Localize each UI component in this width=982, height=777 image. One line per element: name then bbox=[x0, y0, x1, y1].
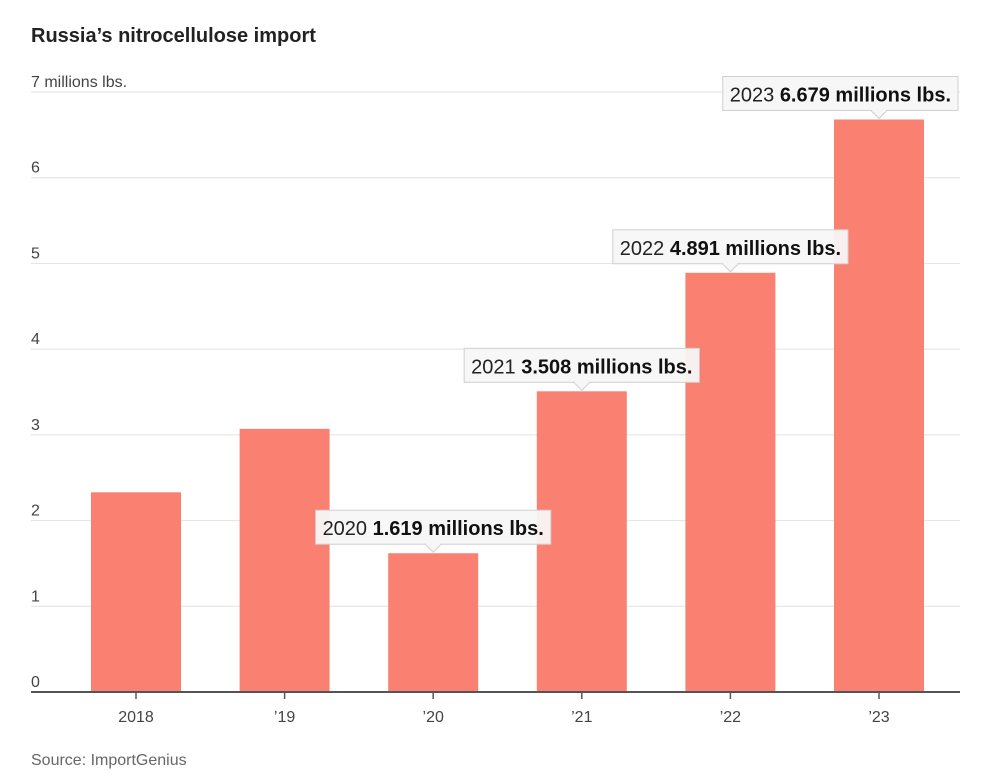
x-axis bbox=[31, 691, 960, 699]
x-axis-ticks: 2018 ’19 ’20 ’21 ’22 ’23 bbox=[118, 709, 890, 726]
callout-box bbox=[315, 509, 552, 545]
bar-2019 bbox=[239, 428, 330, 692]
callout-2020: 2020 1.619 millions lbs. bbox=[315, 509, 552, 553]
callout-value: 3.508 millions lbs. bbox=[521, 356, 692, 378]
bar-2023 bbox=[834, 119, 924, 692]
callout-text: 2021 3.508 millions lbs. bbox=[471, 356, 692, 378]
bars bbox=[91, 119, 924, 692]
callout-value: 1.619 millions lbs. bbox=[373, 518, 544, 540]
callout-2022: 2022 4.891 millions lbs. bbox=[612, 229, 849, 273]
y-axis-ticks: 0 1 2 3 4 5 6 7 millions lbs. bbox=[31, 74, 127, 691]
gridlines bbox=[31, 91, 960, 607]
callout-pointer bbox=[721, 263, 740, 273]
callout-2021: 2021 3.508 millions lbs. bbox=[463, 347, 700, 392]
x-tick-label: 2018 bbox=[118, 709, 154, 726]
y-tick-label: 0 bbox=[31, 674, 40, 691]
y-tick-label: 7 millions lbs. bbox=[31, 74, 127, 91]
y-tick-label: 3 bbox=[31, 417, 40, 434]
callout-year: 2023 bbox=[730, 85, 780, 107]
chart-title: Russia’s nitrocellulose import bbox=[31, 25, 316, 47]
y-tick-label: 2 bbox=[31, 503, 40, 520]
callout-text: 2023 6.679 millions lbs. bbox=[730, 85, 951, 107]
callout-value: 6.679 millions lbs. bbox=[780, 85, 951, 107]
x-tick-label: ’22 bbox=[720, 709, 741, 726]
callout-2023: 2023 6.679 millions lbs. bbox=[722, 76, 959, 120]
callout-value: 4.891 millions lbs. bbox=[670, 238, 841, 260]
callout-year: 2020 bbox=[323, 518, 373, 540]
x-tick-label: ’20 bbox=[423, 709, 444, 726]
source-note: Source: ImportGenius bbox=[31, 752, 187, 769]
bar-2022 bbox=[685, 272, 776, 692]
callout-pointer bbox=[423, 543, 443, 553]
annotations: 2020 1.619 millions lbs. 2021 3.508 milli… bbox=[315, 76, 959, 553]
y-tick-label: 6 bbox=[31, 160, 40, 177]
bar-2020 bbox=[388, 553, 479, 692]
callout-text: 2022 4.891 millions lbs. bbox=[620, 238, 841, 260]
y-tick-label: 1 bbox=[31, 588, 40, 605]
callout-box bbox=[463, 347, 700, 383]
bar-2018 bbox=[91, 492, 181, 692]
bar-2021 bbox=[536, 391, 627, 692]
callout-pointer bbox=[572, 381, 592, 392]
x-tick-label: ’21 bbox=[571, 709, 592, 726]
y-tick-label: 5 bbox=[31, 245, 40, 262]
x-tick-label: ’23 bbox=[868, 709, 889, 726]
callout-box bbox=[612, 229, 849, 265]
callout-pointer bbox=[869, 110, 889, 120]
callout-text: 2020 1.619 millions lbs. bbox=[323, 518, 544, 540]
callout-year: 2021 bbox=[471, 356, 521, 378]
x-tick-label: ’19 bbox=[274, 709, 295, 726]
callout-year: 2022 bbox=[620, 238, 670, 260]
callout-box bbox=[722, 76, 959, 112]
y-tick-label: 4 bbox=[31, 331, 40, 348]
